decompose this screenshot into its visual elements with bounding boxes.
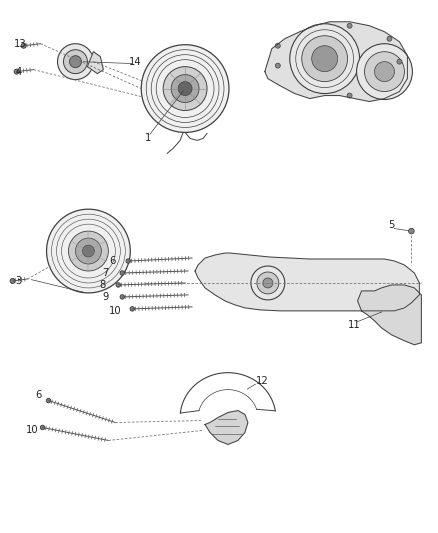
Circle shape xyxy=(141,45,229,132)
Polygon shape xyxy=(265,22,407,101)
Circle shape xyxy=(364,52,404,92)
Circle shape xyxy=(82,245,95,257)
Circle shape xyxy=(14,69,19,74)
Circle shape xyxy=(126,259,131,263)
Circle shape xyxy=(120,271,124,275)
Circle shape xyxy=(374,62,395,82)
Circle shape xyxy=(64,50,88,74)
Circle shape xyxy=(347,93,352,98)
Text: 13: 13 xyxy=(14,39,27,49)
Circle shape xyxy=(290,24,360,94)
Circle shape xyxy=(120,295,124,299)
Circle shape xyxy=(178,82,192,95)
Text: 11: 11 xyxy=(348,320,361,330)
Text: 5: 5 xyxy=(388,220,395,230)
Circle shape xyxy=(409,228,414,234)
Circle shape xyxy=(40,425,45,430)
Text: 8: 8 xyxy=(99,280,106,290)
Polygon shape xyxy=(205,410,248,445)
Circle shape xyxy=(387,36,392,41)
Text: 1: 1 xyxy=(145,133,152,143)
Text: 7: 7 xyxy=(102,268,109,278)
Circle shape xyxy=(312,46,338,71)
Circle shape xyxy=(130,306,134,311)
Text: 6: 6 xyxy=(109,256,116,266)
Polygon shape xyxy=(195,253,419,311)
Text: 10: 10 xyxy=(109,306,122,316)
Circle shape xyxy=(68,231,108,271)
Text: 3: 3 xyxy=(15,276,22,286)
Polygon shape xyxy=(357,285,421,345)
Circle shape xyxy=(46,398,51,403)
Text: 9: 9 xyxy=(102,292,109,302)
Polygon shape xyxy=(88,52,103,74)
Circle shape xyxy=(257,272,279,294)
Circle shape xyxy=(276,63,280,68)
Circle shape xyxy=(251,266,285,300)
Text: 12: 12 xyxy=(255,376,268,386)
Circle shape xyxy=(70,55,81,68)
Text: 10: 10 xyxy=(26,425,39,435)
Circle shape xyxy=(57,44,93,79)
Circle shape xyxy=(171,75,199,102)
Circle shape xyxy=(276,43,280,48)
Circle shape xyxy=(46,209,130,293)
Circle shape xyxy=(347,23,352,28)
Circle shape xyxy=(397,59,402,64)
Text: 6: 6 xyxy=(35,390,42,400)
Text: 4: 4 xyxy=(15,67,22,77)
Circle shape xyxy=(263,278,273,288)
Circle shape xyxy=(357,44,413,100)
Circle shape xyxy=(302,36,348,82)
Circle shape xyxy=(10,278,15,284)
Circle shape xyxy=(75,238,101,264)
Circle shape xyxy=(21,43,26,48)
Circle shape xyxy=(116,282,120,287)
Text: 14: 14 xyxy=(129,56,141,67)
Circle shape xyxy=(163,67,207,110)
